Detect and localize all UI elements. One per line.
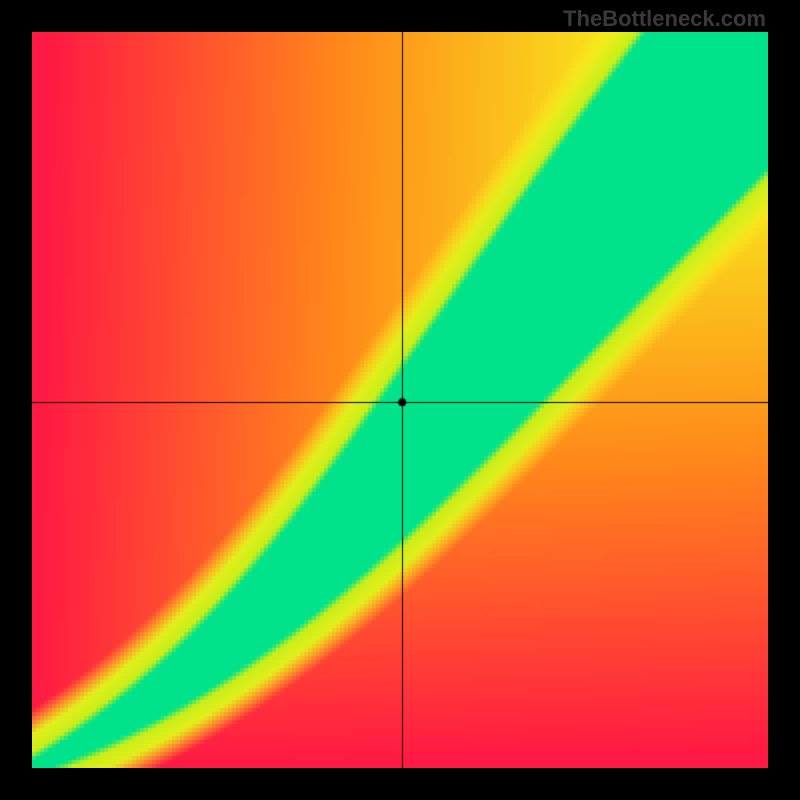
watermark-text: TheBottleneck.com [563,6,766,32]
chart-container: TheBottleneck.com [0,0,800,800]
bottleneck-heatmap [32,32,768,768]
